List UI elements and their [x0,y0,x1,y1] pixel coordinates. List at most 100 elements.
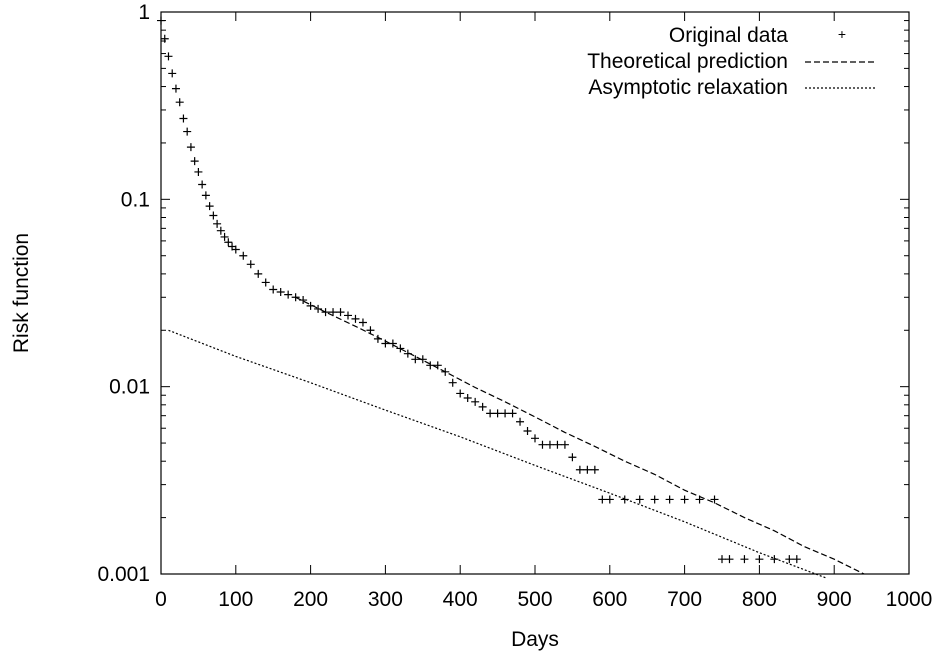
x-tick-label: 400 [443,588,478,611]
series-points-original-data [157,16,801,564]
data-point [620,495,629,504]
y-tick-label: 1 [138,1,150,24]
data-point [605,495,614,504]
x-tick-label: 200 [293,588,328,611]
data-point [785,555,794,564]
data-point [299,296,308,305]
y-axis-title: Risk function [10,233,33,353]
data-point [160,34,169,43]
series-layer [157,16,865,579]
data-point [448,378,457,387]
data-point [718,555,726,564]
data-point [314,304,323,313]
data-point [190,157,199,166]
data-point [291,293,300,302]
legend-label-theoretical-prediction: Theoretical prediction [587,50,788,73]
x-tick-label: 500 [517,588,552,611]
data-point [650,495,659,504]
data-point [381,339,390,348]
data-point [209,211,218,220]
data-point [276,288,285,297]
data-point [321,308,330,317]
data-point [568,453,577,462]
data-point [590,465,599,474]
data-point [755,555,764,564]
data-point [538,440,547,449]
data-point [358,318,367,327]
data-point [710,495,719,504]
data-point [351,314,360,323]
data-point [456,389,465,398]
data-point [426,361,435,370]
data-point [183,127,192,136]
data-point [575,465,584,474]
data-point [246,260,255,269]
data-point [306,301,315,310]
legend: Original data + Theoretical prediction A… [587,24,876,99]
data-point [224,238,233,247]
data-point [523,426,532,435]
legend-label-original-data: Original data [669,24,788,47]
data-point [388,339,397,348]
y-tick-label: 0.1 [121,188,150,211]
data-point [205,202,214,211]
data-point [493,409,502,418]
data-point [478,402,487,411]
data-point [198,180,207,189]
data-point [373,334,382,343]
data-point [695,495,704,504]
legend-marker-original-data: + [838,26,846,42]
data-point [501,409,510,418]
data-point [433,361,442,370]
data-point [239,251,248,260]
data-point [463,393,472,402]
x-axis-title: Days [511,628,559,651]
x-tick-label: 0 [155,588,167,611]
legend-label-asymptotic-relaxation: Asymptotic relaxation [588,76,788,99]
data-point [186,143,195,152]
data-point [740,555,749,564]
data-point [396,344,405,353]
data-point [471,397,480,406]
y-tick-label: 0.01 [109,376,150,399]
data-point [770,555,779,564]
data-point [261,278,270,287]
data-point [269,285,278,294]
data-point [680,495,689,504]
y-tick-label: 0.001 [97,563,150,586]
data-point [171,84,180,93]
data-point [792,555,801,564]
data-point [665,495,674,504]
data-point [175,98,184,107]
data-point [329,308,338,317]
data-point [486,409,495,418]
data-point [216,226,225,235]
data-point [344,311,352,320]
data-point [168,69,177,78]
data-point [403,349,412,358]
data-point [418,355,427,364]
data-point [157,16,165,25]
x-tick-label: 600 [592,588,627,611]
x-tick-label: 800 [742,588,777,611]
data-point [336,308,345,317]
data-point [560,440,569,449]
data-point [194,167,203,176]
data-point [179,114,188,123]
data-point [164,52,173,61]
x-tick-label: 700 [667,588,702,611]
data-point [545,440,554,449]
x-tick-label: 300 [368,588,403,611]
data-point [254,269,263,278]
data-point [725,555,734,564]
data-point [516,417,525,426]
data-point [441,367,450,376]
data-point [508,409,517,418]
data-point [231,245,240,254]
data-point [635,495,644,504]
data-point [201,191,210,200]
data-point [598,495,607,504]
axis-ticks: 0 100 200 300 400 500 600 700 800 900 1000 0.001 0.0… [97,1,932,611]
data-point [411,355,420,364]
